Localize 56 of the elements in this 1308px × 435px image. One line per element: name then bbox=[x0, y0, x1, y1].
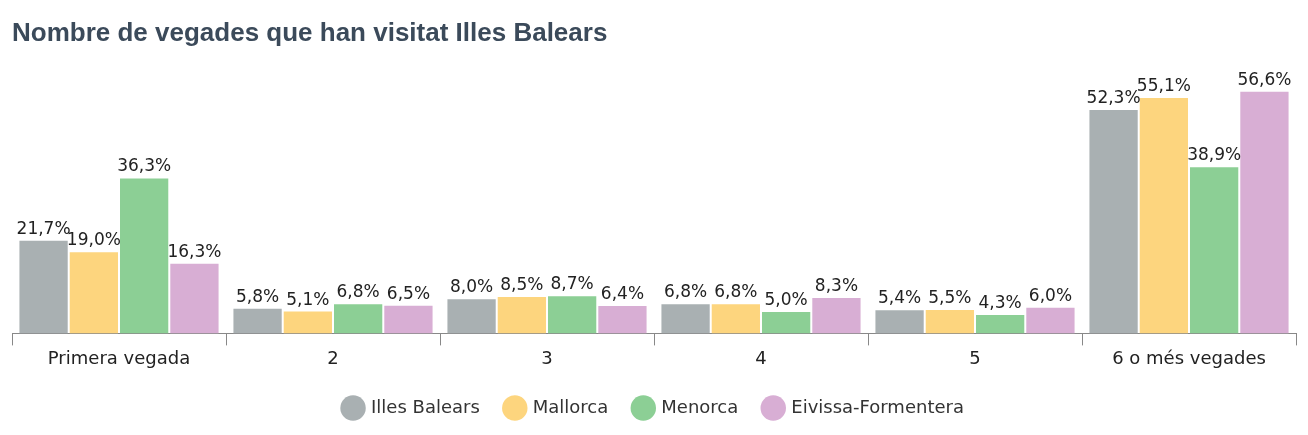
bar bbox=[711, 304, 760, 334]
bar bbox=[233, 308, 282, 334]
legend-label: Eivissa-Formentera bbox=[791, 395, 964, 417]
data-label: 6,0% bbox=[1028, 284, 1073, 305]
data-label: 5,0% bbox=[764, 288, 808, 309]
legend-label: Menorca bbox=[661, 395, 739, 417]
bar bbox=[1240, 91, 1289, 334]
bar bbox=[925, 309, 974, 334]
data-label: 5,8% bbox=[235, 285, 280, 306]
bar bbox=[19, 240, 68, 334]
data-label: 8,0% bbox=[449, 276, 494, 297]
data-label: 56,6% bbox=[1237, 68, 1292, 89]
bar bbox=[1026, 307, 1075, 334]
data-label: 8,3% bbox=[814, 274, 859, 295]
x-tick-label: Primera vegada bbox=[47, 346, 191, 368]
chart-title: Nombre de vegades que han visitat Illes Balears bbox=[12, 16, 608, 47]
data-label: 6,5% bbox=[386, 282, 431, 303]
data-label: 4,3% bbox=[978, 291, 1022, 312]
bar bbox=[447, 299, 496, 334]
data-label: 6,8% bbox=[663, 281, 708, 302]
bar bbox=[1139, 98, 1188, 334]
bar bbox=[762, 312, 811, 334]
bar bbox=[384, 305, 433, 334]
bar bbox=[334, 304, 383, 334]
bar bbox=[170, 263, 219, 334]
legend-label: Mallorca bbox=[532, 395, 609, 417]
data-label: 38,9% bbox=[1187, 144, 1242, 165]
x-tick-label: 2 bbox=[327, 346, 339, 368]
data-label: 6,4% bbox=[600, 282, 645, 303]
data-label: 8,5% bbox=[500, 274, 544, 295]
data-label: 5,4% bbox=[877, 287, 922, 308]
bar bbox=[598, 306, 647, 334]
bar bbox=[1190, 167, 1239, 334]
data-label: 6,8% bbox=[336, 281, 380, 302]
bar bbox=[875, 310, 924, 334]
bar bbox=[120, 178, 169, 334]
data-label: 36,3% bbox=[117, 155, 172, 176]
data-label: 5,1% bbox=[286, 288, 330, 309]
data-label: 55,1% bbox=[1136, 75, 1191, 96]
legend-label: Illes Balears bbox=[371, 395, 480, 417]
bar bbox=[283, 311, 332, 334]
bar bbox=[1089, 110, 1138, 334]
data-label: 8,7% bbox=[550, 273, 594, 294]
data-label: 5,5% bbox=[928, 286, 972, 307]
bar bbox=[976, 315, 1025, 334]
x-tick-label: 4 bbox=[755, 346, 767, 368]
x-tick-label: 6 o més vegades bbox=[1112, 346, 1266, 368]
bar bbox=[812, 297, 861, 334]
bar bbox=[661, 304, 710, 334]
data-label: 16,3% bbox=[167, 240, 222, 261]
bar bbox=[69, 252, 118, 334]
bar bbox=[497, 297, 546, 334]
data-label: 6,8% bbox=[714, 281, 758, 302]
x-tick-label: 3 bbox=[541, 346, 553, 368]
x-tick-label: 5 bbox=[969, 346, 981, 368]
bar bbox=[548, 296, 597, 334]
